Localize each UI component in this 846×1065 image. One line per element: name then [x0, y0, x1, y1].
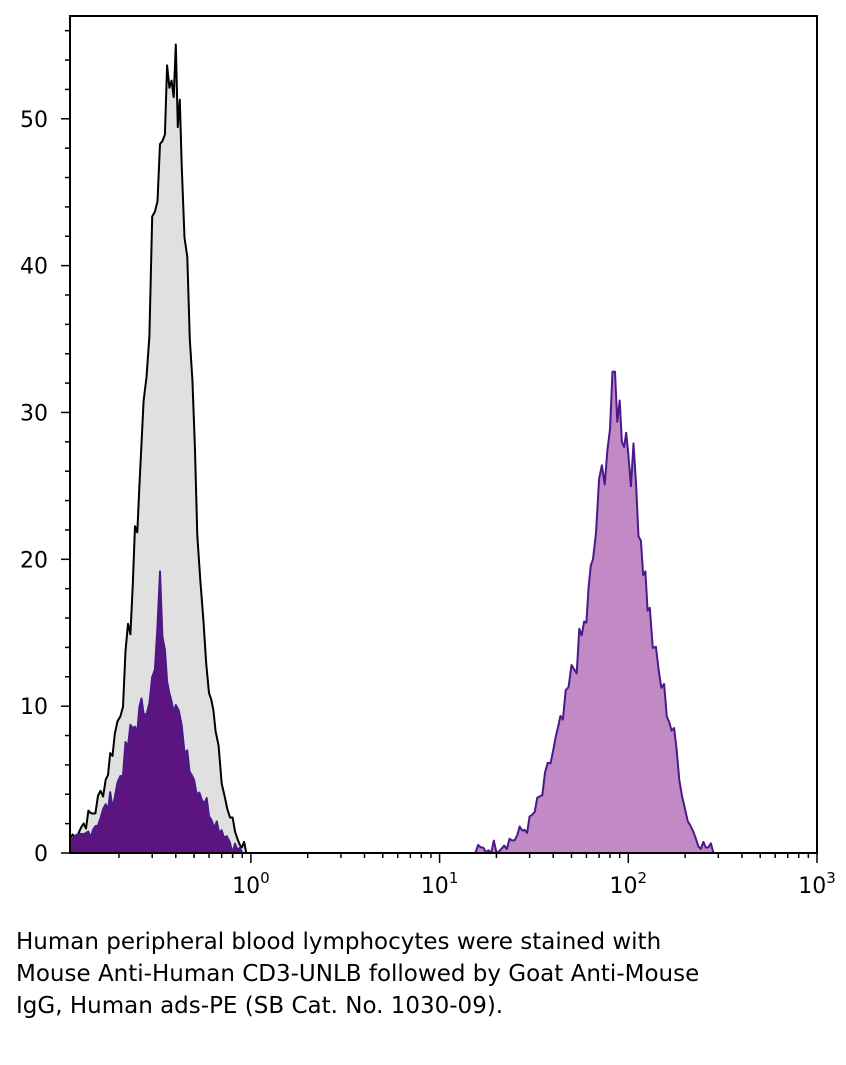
x-tick-label: 100	[232, 869, 270, 899]
y-tick-label: 10	[20, 695, 48, 720]
y-tick-label: 30	[20, 401, 48, 426]
x-tick-label: 102	[610, 869, 648, 899]
y-tick-label: 20	[20, 548, 48, 573]
series-layer	[69, 43, 719, 854]
y-tick-label: 40	[20, 255, 48, 280]
plot-frame	[69, 15, 818, 854]
series-1-area	[70, 44, 251, 853]
x-axis: 100 101 102 103	[118, 853, 836, 899]
series-2-area	[70, 571, 243, 853]
y-tick-label: 50	[20, 108, 48, 133]
x-tick-label: 101	[421, 869, 459, 899]
histogram-chart: 0 10 20 30 40 50 100 101 102 103	[20, 15, 836, 899]
figure-caption: Human peripheral blood lymphocytes were …	[16, 929, 700, 1019]
series-3-area	[472, 371, 719, 853]
series-2-line	[69, 570, 244, 854]
y-tick-label: 0	[34, 842, 48, 867]
series-3-line	[472, 370, 719, 854]
y-axis: 0 10 20 30 40 50	[20, 29, 70, 867]
x-tick-label: 103	[798, 869, 836, 899]
series-1-line	[69, 43, 251, 854]
